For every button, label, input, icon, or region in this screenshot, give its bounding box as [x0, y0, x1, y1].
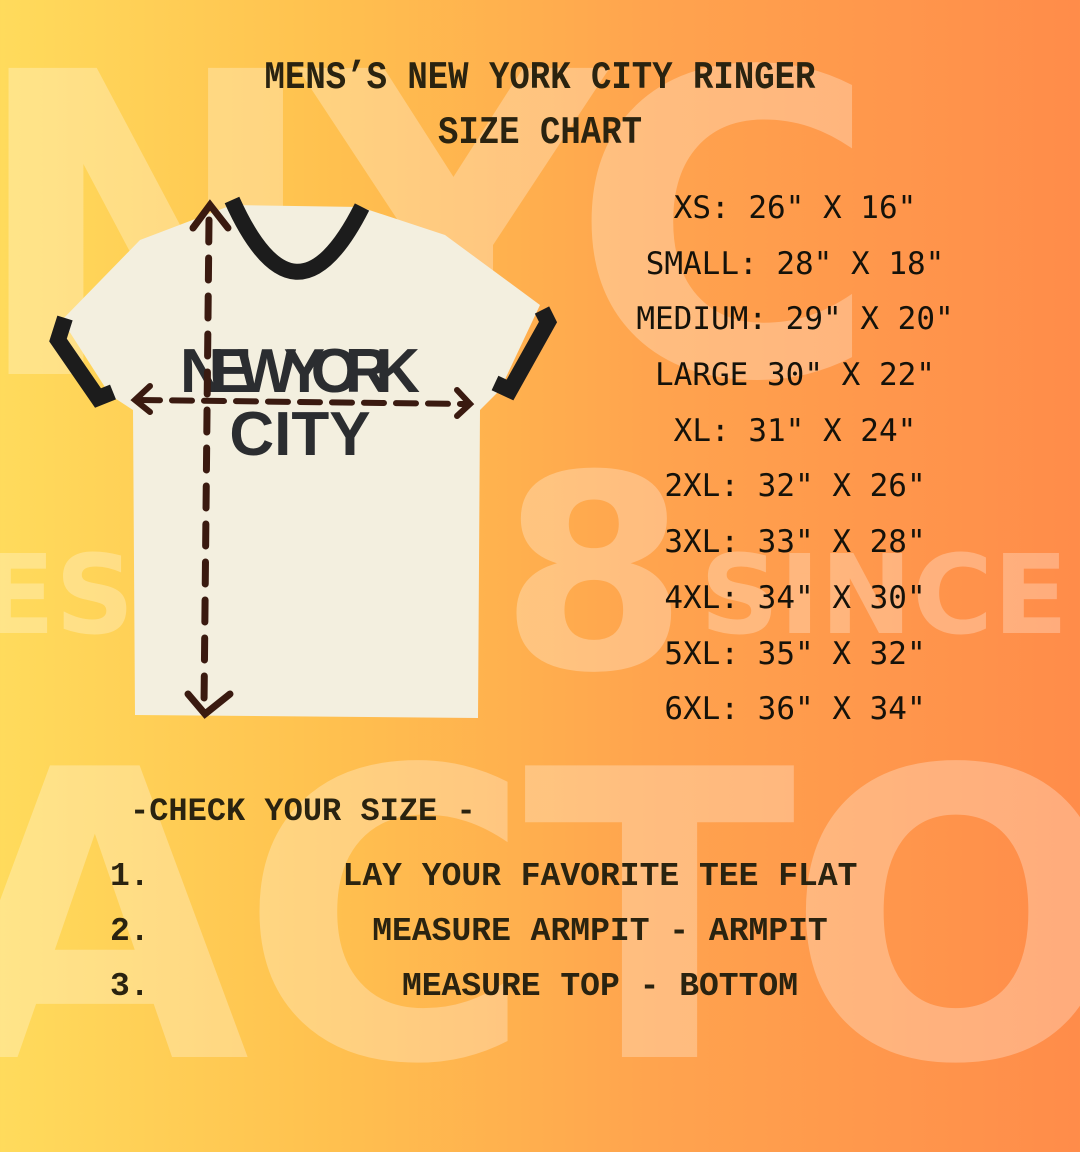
size-list: XS: 26" X 16" SMALL: 28" X 18" MEDIUM: 2…: [570, 190, 1020, 747]
right-sleeve-trim: [491, 306, 558, 401]
title-line-1: MENS’S NEW YORK CITY RINGER: [264, 57, 816, 101]
size-row-6xl: 6XL: 36" X 34": [664, 691, 926, 728]
instruction-step-3: 3. MEASURE TOP - BOTTOM: [110, 968, 910, 1024]
width-arrow: [130, 383, 475, 419]
left-sleeve-trim: [49, 315, 116, 408]
step-text: MEASURE ARMPIT - ARMPIT: [372, 913, 828, 950]
size-row-2xl: 2XL: 32" X 26": [664, 468, 926, 505]
shirt-collar: [224, 196, 370, 280]
watermark-8: 8: [500, 417, 688, 732]
size-row-4xl: 4XL: 34" X 30": [664, 579, 926, 616]
size-row-small: SMALL: 28" X 18": [645, 245, 945, 282]
watermark-est: ES: [0, 531, 135, 659]
check-size-heading: -CHECK YOUR SIZE -: [130, 793, 476, 830]
size-row-3xl: 3XL: 33" X 28": [664, 524, 926, 561]
step-text: LAY YOUR FAVORITE TEE FLAT: [342, 858, 858, 895]
size-row-large: LARGE 30" X 22": [655, 357, 935, 394]
size-row-medium: MEDIUM: 29" X 20": [636, 301, 954, 338]
step-text: MEASURE TOP - BOTTOM: [401, 968, 799, 1005]
step-number: 2.: [110, 913, 150, 950]
shirt-body: [62, 205, 540, 718]
size-row-xs: XS: 26" X 16": [673, 190, 917, 226]
instruction-step-1: 1. LAY YOUR FAVORITE TEE FLAT: [110, 858, 910, 914]
shirt-print-line-1: NEW YORK: [180, 337, 420, 406]
tshirt-illustration: NEW YORK CITY: [49, 196, 558, 719]
size-row-xl: XL: 31" X 24": [673, 412, 917, 449]
size-row-5xl: 5XL: 35" X 32": [664, 635, 926, 672]
step-number: 1.: [110, 858, 150, 895]
watermark-since: SINCE: [700, 531, 1069, 659]
title-line-2: SIZE CHART: [437, 112, 643, 156]
step-number: 3.: [110, 968, 150, 1005]
shirt-print-line-2: CITY: [229, 400, 370, 469]
watermark-actor: ACTOR: [0, 687, 1080, 1152]
height-arrow: [184, 199, 234, 719]
instruction-step-2: 2. MEASURE ARMPIT - ARMPIT: [110, 913, 910, 969]
